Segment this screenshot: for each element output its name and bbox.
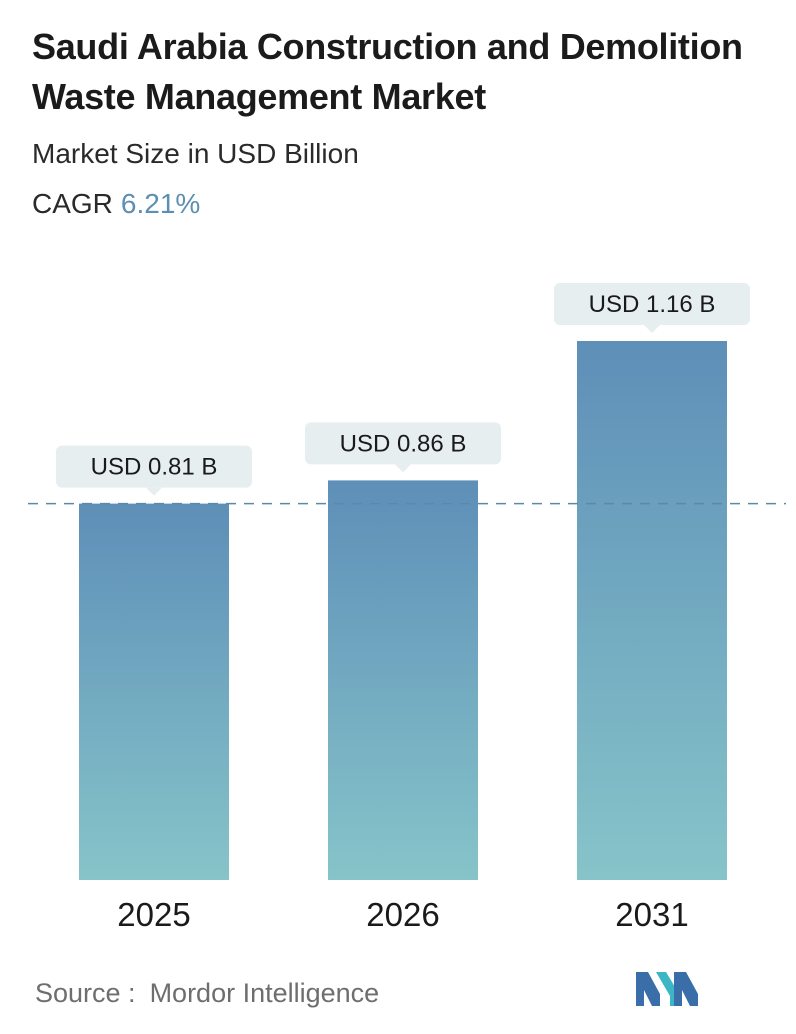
- data-label-pointer: [146, 487, 162, 496]
- x-tick-label-2026: 2026: [366, 896, 439, 933]
- data-label-text: USD 1.16 B: [589, 291, 716, 318]
- chart-subtitle: Market Size in USD Billion: [32, 138, 359, 169]
- bar-2025: [79, 503, 229, 880]
- x-tick-label-2031: 2031: [615, 896, 688, 933]
- source-label: Source :: [35, 978, 136, 1008]
- data-label-2026: USD 0.86 B: [305, 422, 501, 473]
- data-label-2031: USD 1.16 B: [554, 283, 750, 333]
- data-label-text: USD 0.81 B: [91, 454, 218, 481]
- cagr-value: 6.21%: [120, 188, 201, 219]
- data-label-pointer: [644, 325, 660, 333]
- bars-layer: [79, 341, 727, 880]
- x-tick-labels-layer: 2025 2026 2031: [117, 896, 688, 933]
- page-title: Saudi Arabia Construction and Demolition…: [32, 26, 743, 117]
- cagr-label: CAGR: [32, 188, 113, 219]
- source-name: Mordor Intelligence: [149, 978, 380, 1008]
- data-label-text: USD 0.86 B: [340, 430, 467, 457]
- cagr-line: CAGR 6.21%: [32, 188, 200, 220]
- bar-2031: [577, 341, 727, 880]
- data-label-pointer: [395, 464, 411, 473]
- source-note: Source : Mordor Intelligence: [35, 978, 379, 1009]
- data-label-box: [554, 283, 750, 325]
- data-label-box: [305, 422, 501, 465]
- data-label-box: [56, 445, 252, 488]
- mordor-intelligence-logo-icon: [636, 972, 698, 1006]
- data-label-2025: USD 0.81 B: [56, 445, 252, 496]
- x-tick-label-2025: 2025: [117, 896, 190, 933]
- data-labels-layer: USD 0.81 B USD 0.86 B USD 1.16 B: [56, 283, 750, 496]
- bar-2026: [328, 480, 478, 880]
